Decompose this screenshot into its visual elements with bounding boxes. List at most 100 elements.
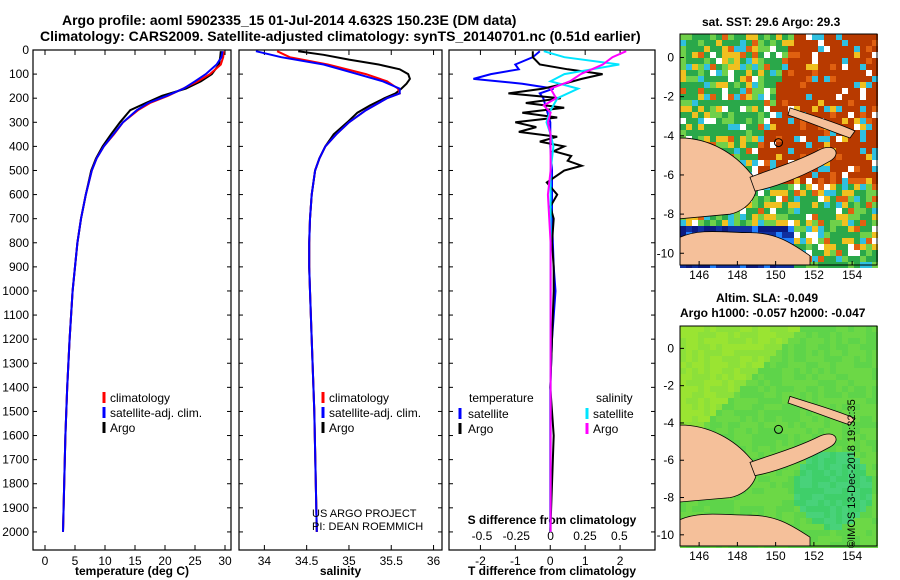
map-cell [710,46,716,52]
map-cell [764,344,770,350]
map-cell [836,392,842,398]
map-cell [800,344,806,350]
map-cell [746,446,752,452]
map-cell [788,488,794,494]
map-cell [770,482,776,488]
map-cell [704,356,710,362]
map-cell [692,386,698,392]
map-cell [806,326,812,332]
map-cell [830,356,836,362]
map-cell [752,154,758,160]
map-cell [806,470,812,476]
map-cell [842,356,848,362]
map-cell [752,112,758,118]
map-cell [764,332,770,338]
map-cell [812,136,818,142]
series-line-1 [255,50,401,532]
map-cell [764,190,770,196]
map-cell [806,344,812,350]
map-cell [848,202,854,208]
map-cell [830,362,836,368]
map-cell [752,40,758,46]
map-cell [836,88,842,94]
map-cell [758,124,764,130]
y-tick-label: 1600 [2,429,29,443]
map-cell [782,142,788,148]
map-cell [854,118,860,124]
map-cell [872,196,878,202]
map-cell [722,386,728,392]
map-cell [848,410,854,416]
map-cell [824,256,830,262]
map-cell [764,214,770,220]
map-cell [830,196,836,202]
map-cell [806,208,812,214]
map-cell [704,58,710,64]
map-cell [734,154,740,160]
map-cell [842,250,848,256]
map-cell [776,160,782,166]
map-cell [746,208,752,214]
map-cell [872,40,878,46]
map-cell [716,106,722,112]
x-tick-label: 15 [128,554,142,568]
map-cell [836,398,842,404]
map-cell [806,332,812,338]
map-cell [854,422,860,428]
map-cell [836,52,842,58]
map-cell [818,362,824,368]
map-cell [686,40,692,46]
map-x-tick-label: 154 [842,268,862,282]
map-cell [680,416,686,422]
map-cell [800,386,806,392]
map-cell [764,386,770,392]
map-cell [836,256,842,262]
map-cell [860,94,866,100]
map-cell [848,136,854,142]
map-cell [812,380,818,386]
map-cell [830,160,836,166]
map-cell [794,422,800,428]
map-cell [692,326,698,332]
map-cell [752,34,758,40]
map-cell [842,208,848,214]
map-cell [812,82,818,88]
map-cell [704,500,710,506]
map-y-tick-label: -10 [657,246,675,260]
map-cell [848,362,854,368]
map-cell [788,196,794,202]
map-cell [716,332,722,338]
map-cell [734,326,740,332]
map-cell [716,70,722,76]
map-cell [680,410,686,416]
map-cell [740,88,746,94]
map-cell [776,82,782,88]
map-cell [752,434,758,440]
map-cell [806,190,812,196]
map-cell [764,160,770,166]
map-cell [722,500,728,506]
map-cell [866,238,872,244]
map-cell [800,482,806,488]
map-cell [836,136,842,142]
map-cell [788,428,794,434]
map-cell [806,226,812,232]
map-cell [752,326,758,332]
map-cell [800,232,806,238]
map-cell [836,470,842,476]
map-cell [842,46,848,52]
map-cell [722,326,728,332]
map-cell [722,392,728,398]
map-cell [830,88,836,94]
imos-timestamp: ©IMOS 13-Dec-2018 19:32:35 [846,399,858,548]
map-cell [830,100,836,106]
map-cell [854,398,860,404]
map-cell [860,530,866,536]
map-cell [830,52,836,58]
map-cell [734,118,740,124]
map-cell [734,40,740,46]
map-cell [842,226,848,232]
legend-label: satellite [593,407,634,421]
map-cell [842,500,848,506]
map-cell [848,476,854,482]
